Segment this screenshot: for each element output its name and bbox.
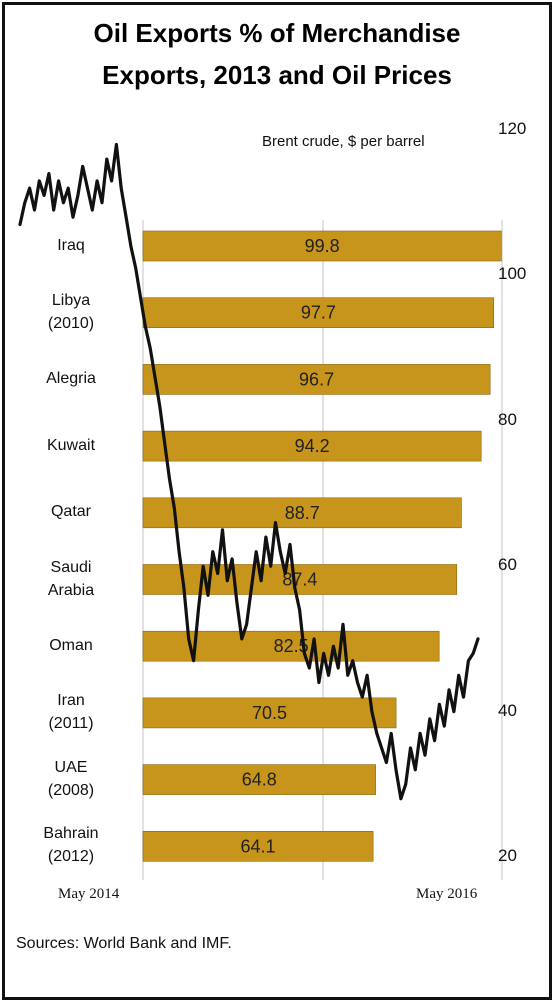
bar-value-label: 70.5 [252, 703, 287, 723]
price-axis-tick: 80 [498, 409, 517, 429]
price-axis-tick: 40 [498, 700, 517, 720]
bar [142, 297, 495, 329]
source-note: Sources: World Bank and IMF. [16, 935, 232, 952]
bar [142, 764, 376, 795]
date-axis-tick: May 2014 [58, 886, 120, 902]
category-label: Iraq [57, 236, 85, 254]
category-label: Kuwait [46, 436, 96, 454]
category-label: UAE (2008) [47, 758, 95, 799]
bar-value-label: 96.7 [299, 369, 334, 389]
price-axis-label: Brent crude, $ per barrel [262, 133, 425, 150]
bar-value-label: 82.5 [274, 636, 309, 656]
category-label: Oman [49, 636, 93, 654]
date-axis-tick: May 2016 [416, 886, 478, 902]
price-axis-tick: 120 [498, 119, 527, 138]
bar-value-label: 88.7 [285, 503, 320, 523]
bar [142, 430, 482, 462]
category-label: Libya (2010) [47, 291, 95, 332]
category-label: Alegria [46, 369, 96, 387]
bar [142, 364, 491, 395]
bar [142, 830, 374, 862]
category-label: Qatar [50, 503, 91, 521]
bar [142, 697, 397, 729]
bar [142, 497, 462, 529]
category-label: Bahrain (2012) [43, 825, 99, 866]
bar-value-label: 64.8 [242, 770, 277, 790]
price-axis-tick: 60 [498, 555, 517, 575]
bar-value-label: 87.4 [282, 570, 317, 590]
brent-price-line [18, 142, 480, 801]
category-label: Iran (2011) [48, 691, 94, 732]
bar-value-label: 64.1 [241, 836, 276, 856]
bar-value-label: 97.7 [301, 303, 336, 323]
category-label: Saudi Arabia [47, 558, 95, 599]
price-axis-tick: 100 [498, 264, 527, 284]
bar [142, 564, 458, 595]
price-axis-tick: 20 [498, 846, 517, 865]
bar-value-label: 99.8 [305, 236, 340, 256]
chart-title-line-1: Oil Exports % of Merchandise [93, 18, 461, 48]
chart-title-line-2: Exports, 2013 and Oil Prices [102, 60, 452, 90]
bar-value-label: 94.2 [295, 436, 330, 456]
bar [142, 230, 502, 262]
